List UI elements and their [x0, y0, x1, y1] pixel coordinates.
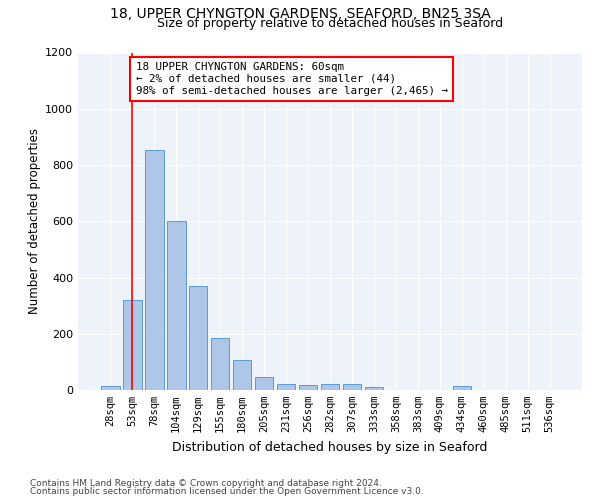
Bar [452, 386, 471, 390]
Text: 18 UPPER CHYNGTON GARDENS: 60sqm
← 2% of detached houses are smaller (44)
98% of: 18 UPPER CHYNGTON GARDENS: 60sqm ← 2% of… [136, 62, 448, 96]
Text: 18, UPPER CHYNGTON GARDENS, SEAFORD, BN25 3SA: 18, UPPER CHYNGTON GARDENS, SEAFORD, BN2… [110, 8, 490, 22]
Bar [320, 384, 340, 390]
Text: Contains HM Land Registry data © Crown copyright and database right 2024.: Contains HM Land Registry data © Crown c… [30, 478, 382, 488]
Bar [123, 300, 142, 390]
X-axis label: Distribution of detached houses by size in Seaford: Distribution of detached houses by size … [172, 440, 488, 454]
Bar [299, 385, 317, 390]
Bar [101, 386, 119, 390]
Title: Size of property relative to detached houses in Seaford: Size of property relative to detached ho… [157, 18, 503, 30]
Bar [167, 221, 185, 390]
Bar [189, 286, 208, 390]
Bar [145, 150, 164, 390]
Bar [233, 360, 251, 390]
Bar [343, 384, 361, 390]
Bar [365, 387, 383, 390]
Bar [277, 384, 295, 390]
Y-axis label: Number of detached properties: Number of detached properties [28, 128, 41, 314]
Bar [211, 338, 229, 390]
Text: Contains public sector information licensed under the Open Government Licence v3: Contains public sector information licen… [30, 487, 424, 496]
Bar [255, 377, 274, 390]
